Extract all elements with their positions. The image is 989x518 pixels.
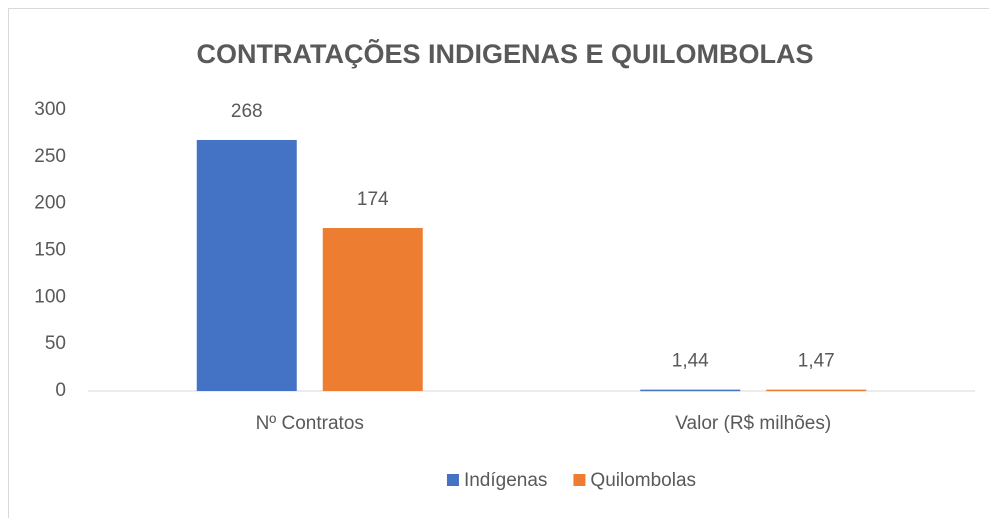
bar	[322, 228, 423, 391]
legend-swatch	[446, 474, 459, 486]
data-label: 268	[231, 101, 263, 122]
data-label: 1,47	[798, 351, 835, 372]
y-tick-label: 200	[34, 193, 66, 214]
bar	[766, 389, 867, 392]
legend-swatch	[573, 474, 586, 486]
y-tick-label: 100	[34, 286, 66, 307]
data-label: 1,44	[672, 351, 709, 372]
y-tick-label: 0	[55, 380, 66, 401]
y-tick-label: 300	[34, 99, 66, 120]
legend-label: Quilombolas	[590, 470, 696, 491]
x-tick-label: Nº Contratos	[256, 413, 364, 434]
y-tick-label: 50	[45, 333, 66, 354]
bar	[640, 389, 741, 392]
chart-title: CONTRATAÇÕES INDIGENAS E QUILOMBOLAS	[196, 38, 813, 69]
x-tick-label: Valor (R$ milhões)	[675, 413, 831, 434]
data-label: 174	[357, 189, 389, 210]
chart-border	[8, 8, 989, 518]
y-tick-label: 150	[34, 240, 66, 261]
bar	[196, 139, 297, 391]
y-tick-label: 250	[34, 146, 66, 167]
legend-label: Indígenas	[464, 470, 547, 491]
